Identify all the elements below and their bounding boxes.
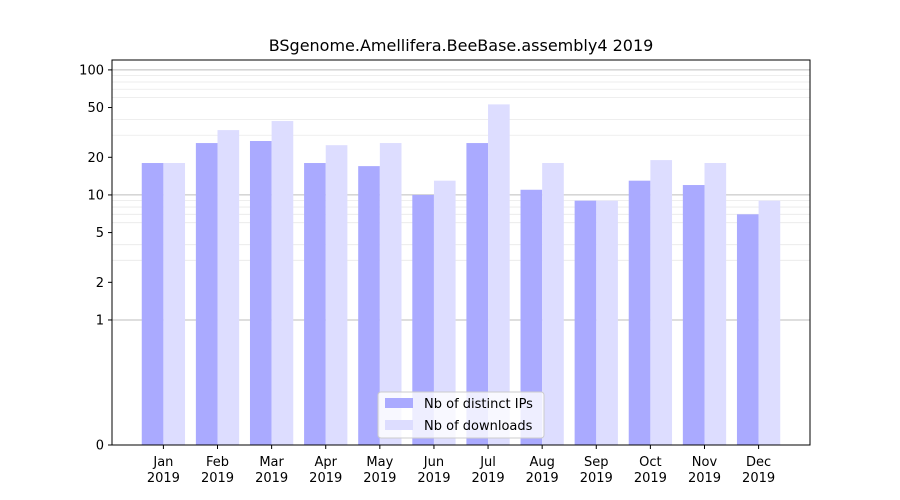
bar-distinct-ips	[466, 143, 489, 445]
y-tick-label: 2	[96, 276, 104, 291]
y-tick-label: 100	[79, 63, 104, 78]
x-tick-label-year: 2019	[634, 471, 667, 486]
x-tick-label-year: 2019	[472, 471, 505, 486]
y-tick-label: 1	[96, 313, 104, 328]
x-tick-label-year: 2019	[363, 471, 396, 486]
bar-distinct-ips	[628, 180, 651, 445]
bar-distinct-ips	[358, 166, 380, 445]
x-tick-label-month: May	[366, 455, 393, 470]
bar-downloads	[433, 180, 456, 445]
bar-downloads	[271, 121, 294, 446]
bar-downloads	[596, 200, 618, 445]
bar-distinct-ips	[304, 163, 326, 445]
x-tick-label-year: 2019	[255, 471, 288, 486]
x-tick-label-year: 2019	[580, 471, 613, 486]
bar-distinct-ips	[412, 194, 434, 445]
x-tick-label-year: 2019	[417, 471, 450, 486]
x-tick-label-year: 2019	[526, 471, 559, 486]
bar-distinct-ips	[195, 143, 218, 445]
legend-label-distinct-ips: Nb of distinct IPs	[424, 397, 533, 412]
y-axis: 0 1 2 5 10 20 50 100	[79, 63, 112, 454]
y-tick-label: 20	[87, 151, 104, 166]
x-tick-label-month: Jan	[152, 455, 173, 470]
bar-downloads	[163, 163, 186, 445]
x-tick-label-year: 2019	[201, 471, 234, 486]
bar-distinct-ips	[574, 200, 597, 445]
plot-frame	[111, 59, 811, 446]
bar-downloads	[325, 145, 348, 445]
y-tick-label: 10	[87, 188, 104, 203]
chart-title: BSgenome.Amellifera.BeeBase.assembly4 20…	[269, 36, 654, 55]
legend-box	[377, 391, 545, 439]
bar-distinct-ips	[682, 185, 705, 445]
x-tick-label-month: Aug	[529, 455, 554, 470]
y-tick-label: 0	[96, 439, 104, 454]
x-tick-label-year: 2019	[309, 471, 342, 486]
x-tick-label-month: Jun	[423, 455, 444, 470]
bar-downloads	[542, 163, 564, 445]
bar-downloads	[650, 160, 673, 445]
x-tick-label-month: Dec	[746, 455, 771, 470]
x-tick-label-year: 2019	[688, 471, 721, 486]
legend[interactable]: Nb of distinct IPs Nb of downloads	[377, 391, 545, 439]
bar-downloads	[704, 163, 727, 445]
x-tick-label-month: Feb	[206, 455, 229, 470]
bar-downloads	[379, 143, 402, 445]
legend-swatch-downloads	[385, 420, 413, 430]
x-tick-label-month: Sep	[584, 455, 609, 470]
x-tick-label-year: 2019	[742, 471, 775, 486]
x-tick-label-month: Oct	[639, 455, 661, 470]
legend-label-downloads: Nb of downloads	[424, 419, 533, 434]
x-tick-label-month: Apr	[314, 455, 337, 470]
x-tick-label-month: Mar	[259, 455, 284, 470]
bar-layer	[141, 104, 781, 446]
bar-downloads	[488, 104, 510, 445]
bar-distinct-ips	[141, 163, 164, 445]
x-axis: Jan2019Feb2019Mar2019Apr2019May2019Jun20…	[147, 445, 775, 486]
bar-downloads	[758, 200, 781, 445]
bar-downloads	[217, 130, 240, 445]
bar-distinct-ips	[249, 140, 272, 445]
x-tick-label-year: 2019	[147, 471, 180, 486]
legend-swatch-distinct-ips	[385, 398, 413, 408]
bar-distinct-ips	[736, 214, 759, 445]
x-tick-label-month: Jul	[479, 455, 496, 470]
bar-distinct-ips	[520, 189, 543, 445]
y-tick-label: 50	[87, 101, 104, 116]
x-tick-label-month: Nov	[692, 455, 718, 470]
y-tick-label: 5	[96, 226, 104, 241]
